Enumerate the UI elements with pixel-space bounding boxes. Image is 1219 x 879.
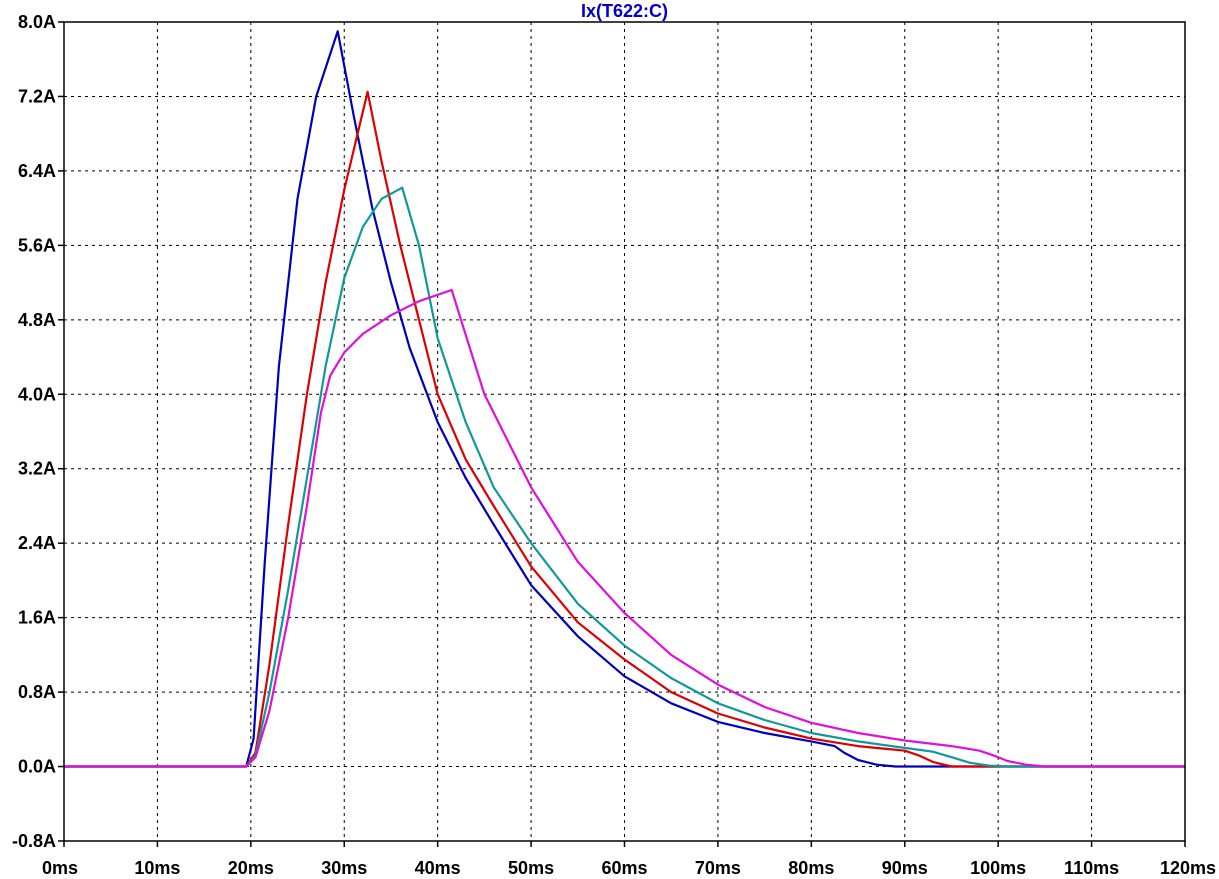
x-tick-label: 70ms [695, 858, 741, 878]
chart-title: Ix(T622:C) [581, 1, 668, 21]
series-layer [64, 30, 1185, 768]
series-line-1 [64, 30, 1185, 768]
x-tick-label: 100ms [970, 858, 1026, 878]
x-tick-label: 90ms [882, 858, 928, 878]
x-tick-label: 120ms [1160, 858, 1216, 878]
y-tick-label: 7.2A [18, 86, 56, 106]
y-tick-label: 3.2A [18, 459, 56, 479]
x-tick-label: 0ms [42, 858, 78, 878]
y-tick-label: 2.4A [18, 533, 56, 553]
axis-layer: 0ms 10ms 20ms 30ms 40ms 50ms 60ms 70ms 80ms 90ms 1… [12, 12, 1216, 878]
x-tick-label: 20ms [228, 858, 274, 878]
x-tick-label: 10ms [134, 858, 180, 878]
y-tick-label: 0.0A [18, 757, 56, 777]
x-tick-label: 80ms [788, 858, 834, 878]
series-line-4 [64, 288, 1185, 768]
y-tick-label: 8.0A [18, 12, 56, 32]
y-tick-label: 5.6A [18, 235, 56, 255]
y-tick-label: -0.8A [12, 831, 56, 851]
y-tick-label: 1.6A [18, 608, 56, 628]
x-tick-label: 50ms [508, 858, 554, 878]
y-tick-label: 6.4A [18, 161, 56, 181]
x-tick-label: 30ms [321, 858, 367, 878]
series-line-3 [64, 186, 1185, 768]
series-line-2 [64, 90, 1185, 768]
y-tick-label: 4.0A [18, 384, 56, 404]
plot-frame [63, 21, 1186, 842]
x-tick-label: 60ms [601, 858, 647, 878]
x-tick-label: 40ms [415, 858, 461, 878]
grid-layer [64, 22, 1185, 841]
y-tick-label: 4.8A [18, 310, 56, 330]
x-tick-label: 110ms [1064, 858, 1119, 878]
y-tick-label: 0.8A [18, 682, 56, 702]
